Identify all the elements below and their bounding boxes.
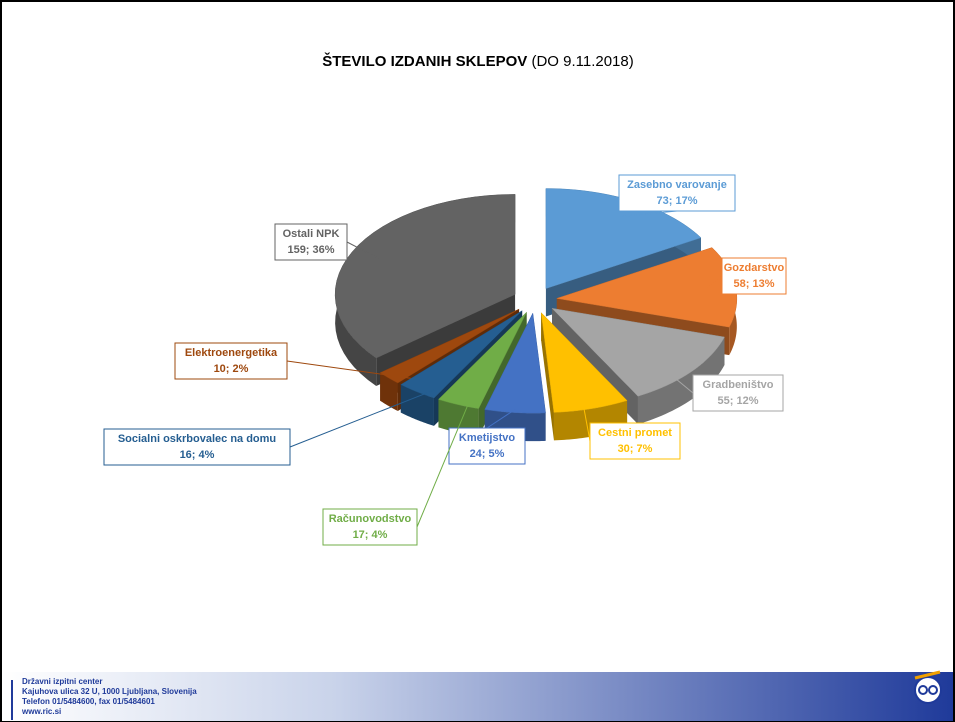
label-value: 159; 36%: [287, 244, 334, 256]
label-name: Gradbeništvo: [703, 379, 774, 391]
label-name: Zasebno varovanje: [627, 179, 727, 191]
label-box: [174, 342, 288, 380]
footer-line: Telefon 01/5484600, fax 01/5484601: [22, 697, 155, 706]
title: ŠTEVILO IZDANIH SKLEPOV: [322, 52, 527, 70]
label-name: Ostali NPK: [283, 228, 340, 240]
slice-top: [540, 311, 628, 413]
footer-line: Državni izpitni center: [22, 677, 102, 686]
slice-wall: [541, 312, 554, 441]
label-name: Elektroenergetika: [185, 347, 278, 359]
subtitle: (DO 9.11.2018): [531, 53, 633, 70]
slice-top: [551, 307, 725, 397]
label-value: 17; 4%: [353, 529, 388, 541]
label-value: 24; 5%: [470, 448, 505, 460]
label-box: [322, 508, 418, 546]
leader-line: [416, 400, 471, 528]
slice: [484, 312, 546, 442]
label-box: [692, 374, 784, 412]
leader-line: [620, 210, 678, 217]
label-value: 16; 4%: [180, 449, 215, 461]
footer-bar: [2, 672, 953, 721]
label-box: [274, 223, 348, 261]
slice-top: [484, 312, 546, 414]
labels: Zasebno varovanje 73; 17% Gozdarstvo 58; 13…: [103, 174, 787, 546]
slice-side: [400, 384, 434, 426]
footer-line: Kajuhova ulica 32 U, 1000 Ljubljana, Slo…: [22, 687, 197, 696]
label-name: Socialni oskrbovalec na domu: [118, 433, 276, 445]
slice-side: [438, 399, 479, 437]
slice-side: [380, 372, 398, 411]
label-value: 10; 2%: [214, 363, 249, 375]
label-box: [618, 174, 736, 212]
leader-line: [286, 360, 411, 379]
leader-line: [582, 404, 591, 442]
logo: [914, 670, 942, 704]
slice-side: [637, 337, 725, 425]
label-name: Gozdarstvo: [724, 262, 785, 274]
label-name: Kmetijstvo: [459, 432, 516, 444]
slice-top: [400, 310, 523, 399]
label-box: [721, 257, 787, 295]
label-value: 30; 7%: [618, 443, 653, 455]
label-box: [103, 428, 291, 466]
label-value: 58; 13%: [734, 278, 775, 290]
leader-line: [289, 389, 435, 448]
pie: [334, 188, 738, 442]
label-value: 55; 12%: [718, 395, 759, 407]
leader-line: [346, 241, 380, 260]
label-name: Računovodstvo: [329, 513, 412, 525]
label-value: 73; 17%: [657, 195, 698, 207]
leader-line: [486, 407, 519, 429]
slice-top: [437, 312, 527, 409]
slice-top: [334, 194, 516, 359]
leader-line: [705, 275, 723, 289]
label-name: Cestni promet: [598, 427, 672, 439]
label-box: [448, 427, 526, 465]
slice: [540, 311, 628, 441]
label-box: [589, 422, 681, 460]
slice: [551, 307, 725, 425]
footer-line: www.ric.si: [21, 707, 61, 716]
leader-line: [667, 372, 694, 394]
chart-title: ŠTEVILO IZDANIH SKLEPOV (DO 9.11.2018): [322, 52, 633, 70]
